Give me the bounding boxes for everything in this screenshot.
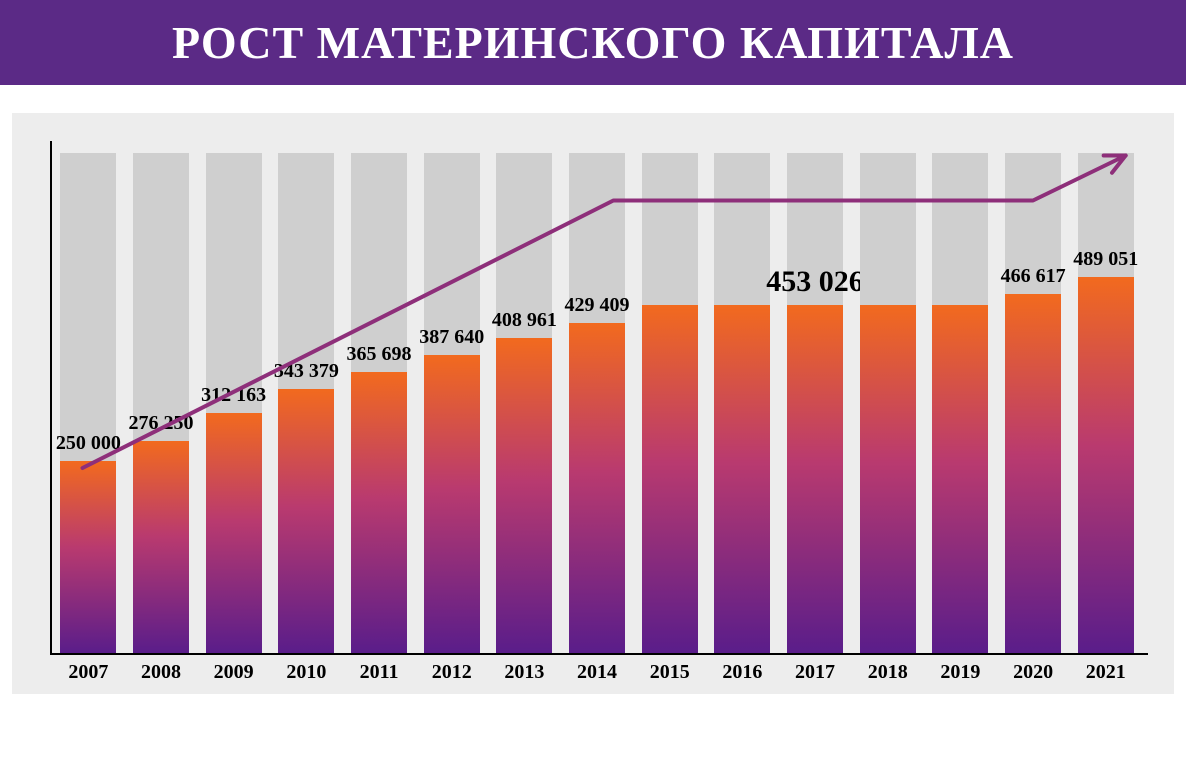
x-axis-label: 2008 bbox=[125, 661, 198, 684]
bar-fill bbox=[1078, 277, 1134, 653]
bar-fill bbox=[133, 441, 189, 654]
x-axis-label: 2015 bbox=[633, 661, 706, 684]
bar-background: 489 051 bbox=[1078, 153, 1134, 653]
bar-background: 408 961 bbox=[496, 153, 552, 653]
bar-value-label: 365 698 bbox=[347, 343, 412, 366]
bar-col: 343 379 bbox=[270, 153, 343, 653]
bar-value-label: 250 000 bbox=[56, 432, 121, 455]
chart-inner: 250 000 276 250 312 163 343 379 365 698 387 6… bbox=[52, 153, 1142, 653]
bar-background bbox=[642, 153, 698, 653]
bar-background: 312 163 bbox=[206, 153, 262, 653]
x-axis-label: 2009 bbox=[197, 661, 270, 684]
bar-col: 276 250 bbox=[125, 153, 198, 653]
bar-fill bbox=[424, 355, 480, 653]
bar-col: 365 698 bbox=[343, 153, 416, 653]
bar-background: 343 379 bbox=[278, 153, 334, 653]
x-axis bbox=[50, 653, 1148, 655]
x-axis-labels: 2007200820092010201120122013201420152016… bbox=[52, 653, 1142, 684]
bar-col: 489 051 bbox=[1069, 153, 1142, 653]
bar-fill bbox=[351, 372, 407, 653]
x-axis-label: 2019 bbox=[924, 661, 997, 684]
bar-fill bbox=[642, 305, 698, 653]
bar-value-label: 489 051 bbox=[1073, 248, 1138, 271]
bar-col: 466 617 bbox=[997, 153, 1070, 653]
bar-col: 429 409 bbox=[561, 153, 634, 653]
bar-background: 387 640 bbox=[424, 153, 480, 653]
x-axis-label: 2017 bbox=[779, 661, 852, 684]
bar-fill bbox=[569, 323, 625, 653]
bar-col: 387 640 bbox=[415, 153, 488, 653]
x-axis-label: 2011 bbox=[343, 661, 416, 684]
bar-value-label: 343 379 bbox=[274, 360, 339, 383]
bar-background: 466 617 bbox=[1005, 153, 1061, 653]
bar-fill bbox=[206, 413, 262, 653]
bar-fill bbox=[1005, 294, 1061, 653]
bar-fill bbox=[714, 305, 770, 653]
chart-area: 250 000 276 250 312 163 343 379 365 698 387 6… bbox=[12, 113, 1174, 694]
bar-fill bbox=[278, 389, 334, 653]
x-axis-label: 2013 bbox=[488, 661, 561, 684]
bar-background bbox=[932, 153, 988, 653]
bar-col bbox=[851, 153, 924, 653]
bar-col: 453 026 bbox=[779, 153, 852, 653]
bar-value-label: 312 163 bbox=[201, 384, 266, 407]
bar-fill bbox=[932, 305, 988, 653]
bar-col bbox=[924, 153, 997, 653]
x-axis-label: 2020 bbox=[997, 661, 1070, 684]
bar-background: 276 250 bbox=[133, 153, 189, 653]
bar-col bbox=[633, 153, 706, 653]
y-axis bbox=[50, 141, 52, 655]
bar-fill bbox=[496, 338, 552, 653]
page-title: РОСТ МАТЕРИНСКОГО КАПИТАЛА bbox=[172, 17, 1014, 68]
x-axis-label: 2014 bbox=[561, 661, 634, 684]
bar-background: 365 698 bbox=[351, 153, 407, 653]
bar-value-label: 429 409 bbox=[565, 294, 630, 317]
bar-background: 453 026 bbox=[787, 153, 843, 653]
bar-col: 408 961 bbox=[488, 153, 561, 653]
bar-col: 250 000 bbox=[52, 153, 125, 653]
bar-col: 312 163 bbox=[197, 153, 270, 653]
x-axis-label: 2007 bbox=[52, 661, 125, 684]
bar-fill bbox=[787, 305, 843, 653]
bar-value-label: 408 961 bbox=[492, 309, 557, 332]
x-axis-label: 2018 bbox=[851, 661, 924, 684]
bar-fill bbox=[860, 305, 916, 653]
bar-fill bbox=[60, 461, 116, 653]
x-axis-label: 2010 bbox=[270, 661, 343, 684]
x-axis-label: 2021 bbox=[1069, 661, 1142, 684]
bar-background bbox=[860, 153, 916, 653]
bars-row: 250 000 276 250 312 163 343 379 365 698 387 6… bbox=[52, 153, 1142, 653]
x-axis-label: 2016 bbox=[706, 661, 779, 684]
bar-background: 250 000 bbox=[60, 153, 116, 653]
bar-value-label: 387 640 bbox=[419, 326, 484, 349]
bar-background: 429 409 bbox=[569, 153, 625, 653]
page-title-bar: РОСТ МАТЕРИНСКОГО КАПИТАЛА bbox=[0, 0, 1186, 85]
bar-col bbox=[706, 153, 779, 653]
bar-value-label: 453 026 bbox=[766, 265, 864, 299]
x-axis-label: 2012 bbox=[415, 661, 488, 684]
bar-background bbox=[714, 153, 770, 653]
bar-value-label: 276 250 bbox=[129, 412, 194, 435]
bar-value-label: 466 617 bbox=[1001, 265, 1066, 288]
